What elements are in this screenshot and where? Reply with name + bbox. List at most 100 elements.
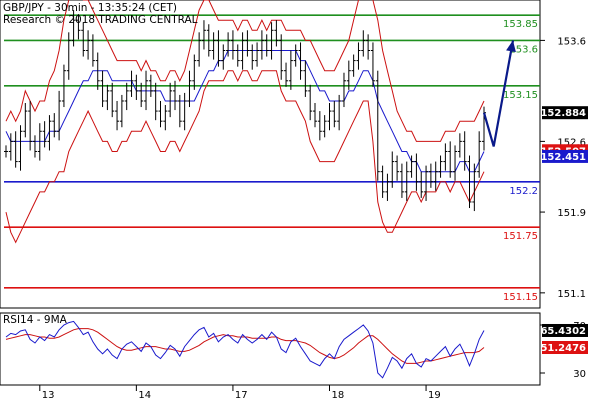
rsi-lines [5,320,485,379]
time-tick-label: 17 [235,390,248,400]
price-bar [317,111,322,141]
price-bar [337,94,342,131]
price-badge-text: 152.884 [540,108,586,119]
price-bar [86,30,91,60]
price-bar [409,155,414,178]
price-bar [264,34,269,57]
price-bar [197,32,202,67]
level-label: 151.15 [503,292,538,303]
price-bar [172,80,177,111]
price-bar [119,94,124,128]
price-bar [23,103,28,138]
price-bar [8,133,13,161]
chart-subtitle: Research © 2018 TRADING CENTRAL [3,14,198,26]
price-panel-frame [0,0,541,309]
price-bar [269,22,274,60]
price-bar [177,94,182,128]
price-bar [284,62,289,87]
price-bar [144,70,149,111]
price-bar [37,123,42,161]
time-axis: 13 14 17 18 19 [39,385,441,400]
rsi-badges: 65.4302 51.2476 [540,323,588,355]
price-bar [18,125,23,171]
price-bar [472,163,477,212]
price-bar [168,82,173,118]
price-bar [28,100,33,151]
price-bar [139,82,144,108]
price-bar [457,133,462,158]
price-tick-label: 151.9 [557,208,586,219]
price-bar [255,42,260,67]
price-badge: 152.451 [540,149,588,163]
moving-average [5,50,485,173]
price-bar [245,30,250,57]
time-tick-label: 18 [331,390,344,400]
price-bar [327,103,332,131]
bollinger-bands [5,0,485,244]
price-bar [395,155,400,181]
price-bar [467,155,472,209]
price-bar [419,171,424,198]
price-bar [250,44,255,70]
price-bar [308,84,313,121]
price-bar [380,165,385,198]
price-bar [57,90,62,141]
time-tick-label: 13 [42,390,55,400]
price-bar [71,10,76,47]
price-badge-text: 152.451 [540,152,586,163]
price-bar [303,60,308,97]
price-bar [424,165,429,201]
price-bar [404,161,409,201]
price-bar [293,44,298,67]
price-axis: 153.6 152.6 151.9 151.1 [540,36,586,300]
price-bar [399,163,404,198]
price-bar [279,34,284,80]
level-label: 151.75 [503,231,538,242]
price-bar [206,24,211,57]
price-bar [274,20,279,47]
price-bar [322,115,327,138]
price-bar [42,121,47,148]
level-lines: 153.85 153.6 153.15 152.2 151.75 151.15 [4,14,540,303]
price-bar [76,14,81,40]
time-tick-label: 19 [428,390,441,400]
price-bar [13,131,18,168]
level-label: 153.15 [503,90,538,101]
price-bar [110,82,115,118]
price-bar [134,74,139,100]
price-bar [66,32,71,80]
price-bar [61,64,66,108]
bollinger-lower-line [5,70,485,244]
price-bar [235,44,240,67]
price-tick-label: 151.1 [557,289,586,300]
rsi-badge: 51.2476 [540,341,588,355]
price-bar [366,34,371,60]
price-bar [375,70,380,181]
price-bars [4,10,486,212]
rsi-badge: 65.4302 [540,323,588,337]
price-bar [240,32,245,70]
price-badge-box [542,149,588,163]
price-bar [129,70,134,97]
rsi-title: RSI14 - 9MA [3,314,68,326]
price-bar [211,32,216,60]
price-badge: 152.884 [540,106,588,120]
price-bar [428,163,433,188]
price-bar [90,34,95,67]
price-bar [370,42,375,87]
price-bar [351,54,356,77]
price-bar [313,103,318,128]
price-bar [361,30,366,57]
price-bar [52,113,57,138]
rsi-panel-frame [0,312,541,386]
price-bar [221,44,226,70]
price-bar [462,131,467,171]
price-bar [356,42,361,70]
time-tick-label: 14 [138,390,151,400]
projection-arrow [482,40,516,147]
price-bar [105,84,110,111]
rsi-badge-box [542,341,588,355]
